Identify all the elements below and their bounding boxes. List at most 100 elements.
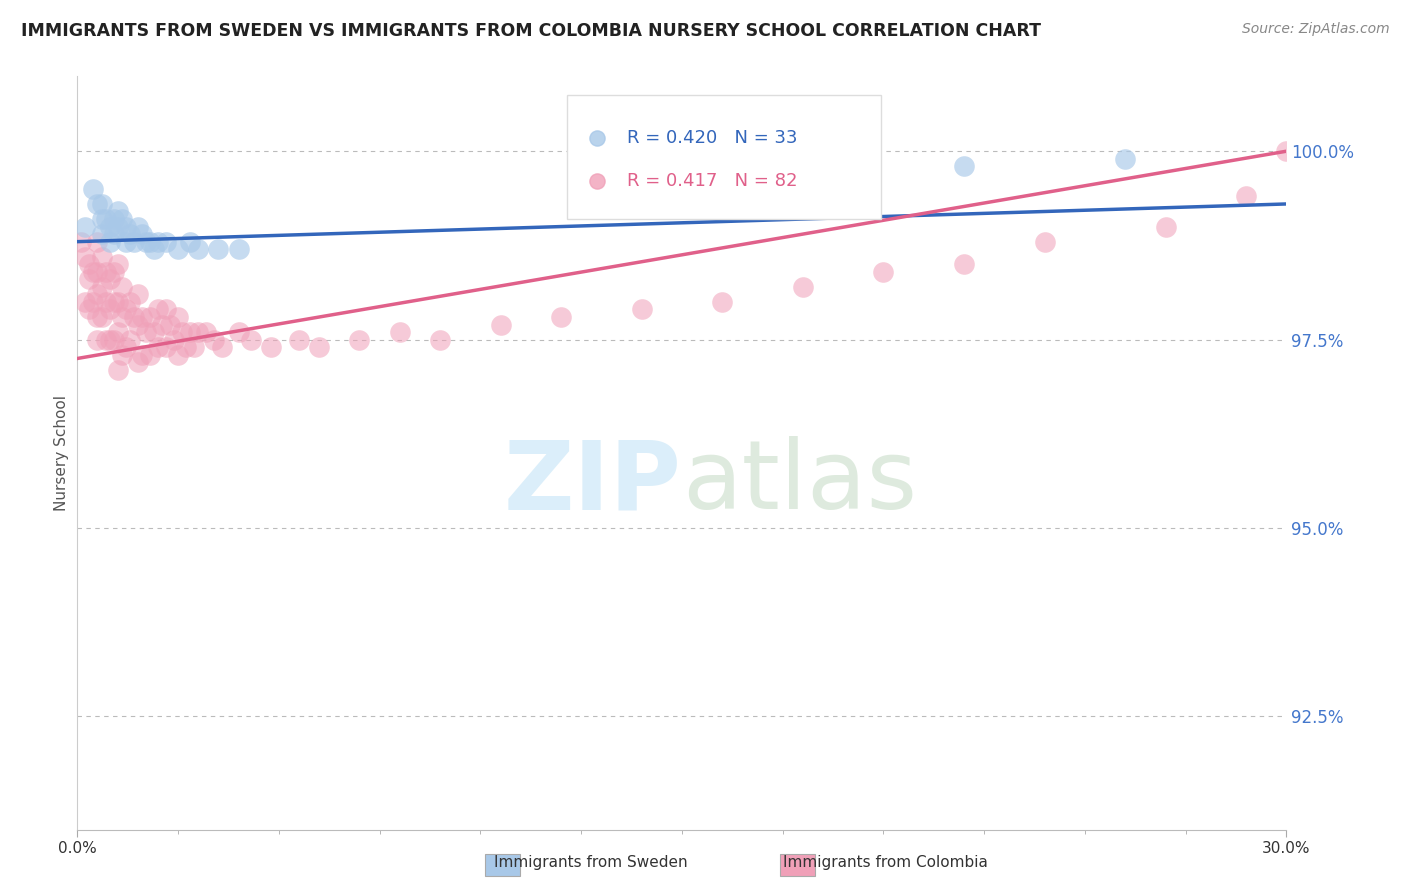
Point [90, 280, 112, 294]
Point [155, 340, 177, 354]
Point [70, 235, 93, 249]
Point [82, 294, 104, 310]
Point [388, 325, 411, 339]
Point [114, 235, 136, 249]
Point [86, 333, 108, 347]
Point [953, 159, 976, 173]
Point [86, 235, 108, 249]
Point [98, 272, 121, 286]
Point [630, 144, 652, 158]
Point [1154, 219, 1177, 234]
Point [75, 250, 97, 264]
Point [349, 333, 371, 347]
Point [183, 340, 205, 354]
Point [79, 302, 101, 317]
Point [239, 333, 262, 347]
Point [107, 204, 129, 219]
Point [79, 257, 101, 271]
Point [550, 310, 572, 324]
Point [429, 333, 451, 347]
Point [86, 310, 108, 324]
Point [114, 302, 136, 317]
Point [79, 272, 101, 286]
Point [489, 318, 512, 332]
Point [103, 294, 125, 310]
Point [207, 242, 229, 256]
Point [163, 333, 186, 347]
Point [139, 348, 162, 362]
Point [139, 310, 162, 324]
FancyBboxPatch shape [567, 95, 882, 219]
Point [98, 333, 121, 347]
Point [90, 310, 112, 324]
Point [195, 325, 218, 339]
Point [1275, 144, 1298, 158]
Point [174, 340, 197, 354]
Text: Immigrants from Colombia: Immigrants from Colombia [783, 855, 988, 870]
Point [1114, 152, 1136, 166]
Point [142, 325, 165, 339]
Point [107, 363, 129, 377]
Point [202, 333, 225, 347]
Point [94, 265, 117, 279]
Point [90, 212, 112, 227]
Point [1234, 189, 1257, 203]
Text: R = 0.420   N = 33: R = 0.420 N = 33 [627, 129, 799, 147]
Point [103, 212, 125, 227]
Point [167, 242, 190, 256]
Text: IMMIGRANTS FROM SWEDEN VS IMMIGRANTS FROM COLOMBIA NURSERY SCHOOL CORRELATION CH: IMMIGRANTS FROM SWEDEN VS IMMIGRANTS FRO… [21, 22, 1040, 40]
Point [118, 294, 141, 310]
Point [114, 219, 136, 234]
Point [135, 235, 157, 249]
Text: Immigrants from Sweden: Immigrants from Sweden [494, 855, 688, 870]
Point [146, 340, 169, 354]
Point [1033, 235, 1056, 249]
Point [107, 325, 129, 339]
Point [135, 325, 157, 339]
Point [111, 212, 134, 227]
Point [630, 302, 652, 317]
Point [86, 265, 108, 279]
Point [90, 227, 112, 241]
Point [86, 287, 108, 301]
Point [146, 235, 169, 249]
Point [127, 355, 149, 369]
Point [211, 340, 233, 354]
Point [187, 325, 209, 339]
Point [167, 310, 190, 324]
Point [82, 265, 104, 279]
Point [288, 333, 311, 347]
Point [86, 197, 108, 211]
Point [260, 340, 283, 354]
Text: ZIP: ZIP [503, 436, 682, 529]
Point [155, 235, 177, 249]
Point [953, 257, 976, 271]
Point [131, 348, 153, 362]
Point [155, 302, 177, 317]
Point [111, 310, 134, 324]
Point [131, 310, 153, 324]
Point [90, 250, 112, 264]
Point [146, 302, 169, 317]
Point [172, 325, 194, 339]
Text: atlas: atlas [682, 436, 917, 529]
Point [127, 219, 149, 234]
Point [82, 182, 104, 196]
Point [98, 302, 121, 317]
Point [98, 219, 121, 234]
Point [122, 235, 145, 249]
Point [711, 294, 734, 310]
Point [179, 235, 201, 249]
Point [159, 318, 181, 332]
Point [142, 242, 165, 256]
Point [114, 340, 136, 354]
Text: R = 0.417   N = 82: R = 0.417 N = 82 [627, 172, 799, 190]
Point [75, 219, 97, 234]
Point [139, 235, 162, 249]
Point [90, 197, 112, 211]
Point [111, 280, 134, 294]
Point [98, 235, 121, 249]
Point [792, 280, 814, 294]
Point [122, 310, 145, 324]
Point [111, 348, 134, 362]
